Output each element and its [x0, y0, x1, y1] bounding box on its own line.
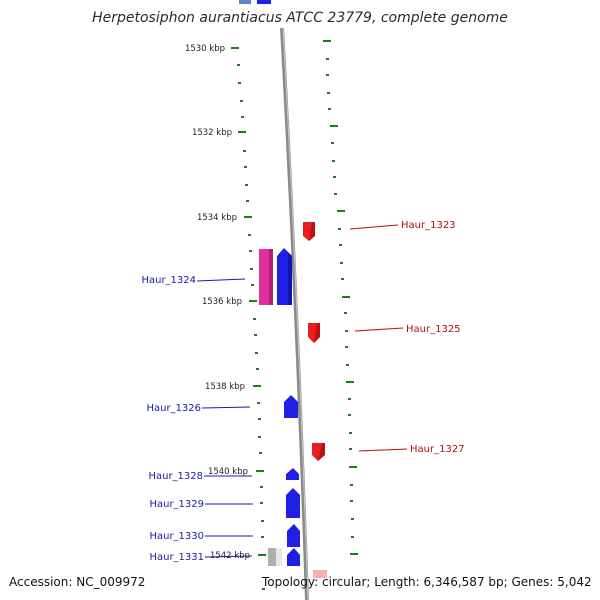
gene-haur-1323-shade	[309, 222, 315, 241]
gene-haur-1330	[287, 524, 300, 547]
scale-label-1530: 1530 kbp	[185, 44, 225, 54]
leader-lines	[196, 224, 408, 558]
label-haur-1330: Haur_1330	[149, 531, 204, 542]
gene-haur-1324-rna-shade	[269, 249, 273, 305]
major-scale-ticks	[231, 47, 266, 556]
gene-haur-1331	[287, 548, 300, 566]
scale-labels: 1530 kbp 1532 kbp 1534 kbp 1536 kbp 1538…	[185, 44, 250, 561]
label-haur-1329: Haur_1329	[149, 499, 204, 510]
backbone-track-highlight	[282, 27, 309, 600]
gene-pseudo-block-shade	[276, 548, 282, 566]
gene-features	[259, 222, 327, 578]
topology-label: Topology: circular; Length: 6,346,587 bp…	[262, 575, 592, 589]
label-haur-1328: Haur_1328	[148, 471, 203, 482]
gene-haur-1324-shade	[288, 252, 292, 305]
scale-label-1538: 1538 kbp	[205, 382, 245, 392]
scale-label-1536: 1536 kbp	[202, 297, 242, 307]
outer-scale-ticks	[323, 40, 358, 555]
label-haur-1326: Haur_1326	[146, 403, 201, 414]
leader-haur-1324	[196, 278, 246, 282]
label-haur-1325: Haur_1325	[406, 324, 461, 335]
gene-haur-1329	[286, 488, 300, 518]
leader-haur-1327	[358, 448, 408, 452]
gene-haur-1325-shade	[314, 323, 320, 343]
gene-haur-1328	[286, 468, 299, 480]
label-haur-1331: Haur_1331	[149, 552, 204, 563]
map-title: Herpetosiphon aurantiacus ATCC 23779, co…	[92, 10, 508, 26]
backbone-track	[280, 27, 309, 600]
gene-labels: Haur_1323 Haur_1325 Haur_1327 Haur_1324 …	[141, 220, 464, 563]
label-haur-1323: Haur_1323	[401, 220, 456, 231]
leader-haur-1325	[354, 327, 404, 332]
gene-bottom-partial	[313, 570, 327, 578]
scale-label-1534: 1534 kbp	[197, 213, 237, 223]
label-haur-1327: Haur_1327	[410, 444, 465, 455]
leader-haur-1326	[201, 406, 251, 409]
leader-haur-1323	[349, 224, 399, 230]
scale-label-1532: 1532 kbp	[192, 128, 232, 138]
gene-block-top-left	[239, 0, 251, 4]
gene-haur-1326	[284, 395, 298, 418]
label-haur-1324: Haur_1324	[141, 275, 196, 286]
inner-scale-ticks	[237, 64, 265, 590]
scale-label-1540: 1540 kbp	[208, 467, 248, 477]
accession-label: Accession: NC_009972	[9, 575, 146, 589]
gene-haur-1327-shade	[318, 443, 325, 461]
leader-haur-1331	[204, 555, 253, 558]
gene-block-top-center	[257, 0, 271, 4]
